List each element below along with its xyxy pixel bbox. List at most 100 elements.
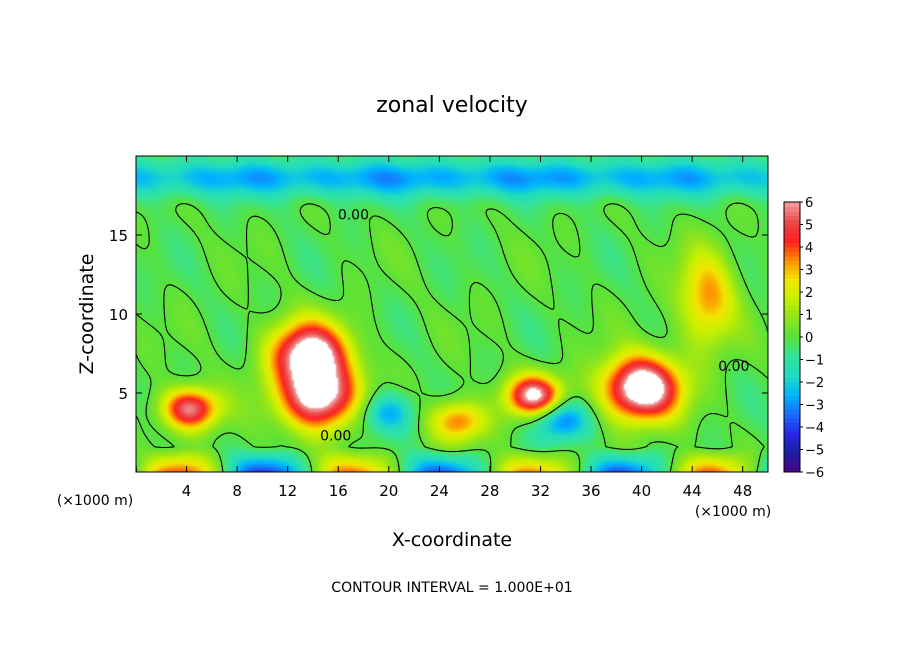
colorbar-segment: [784, 337, 800, 342]
colorbar-segment: [784, 449, 800, 455]
colorbar-tick-label: 1: [805, 309, 813, 324]
colorbar-tick-label: −5: [805, 444, 824, 459]
y-tick-label: 15: [109, 227, 128, 245]
colorbar-segment: [784, 355, 800, 360]
colorbar-tick-label: −2: [805, 376, 824, 391]
colorbar-segment: [784, 328, 800, 333]
contour-labels: 0.00 0.00 0.00: [320, 207, 749, 444]
colorbar-segment: [784, 364, 800, 369]
colorbar-segment: [784, 265, 800, 270]
colorbar-segment: [784, 233, 800, 239]
chart-title: zonal velocity: [376, 93, 528, 118]
x-tick-label: 48: [733, 482, 752, 500]
colorbar-segment: [784, 269, 800, 275]
x-unit-left: (×1000 m): [57, 493, 133, 509]
colorbar-segment: [784, 368, 800, 374]
colorbar-segment: [784, 350, 800, 356]
x-tick-label: 44: [683, 482, 702, 500]
x-tick-label: 16: [329, 482, 348, 500]
colorbar-segment: [784, 206, 800, 212]
y-tick-label: 10: [109, 306, 128, 324]
x-tick-label: 36: [581, 482, 600, 500]
colorbar-segment: [784, 436, 800, 441]
colorbar-segment: [784, 274, 800, 279]
colorbar-segment: [784, 296, 800, 302]
colorbar-segment: [784, 400, 800, 405]
colorbar-segment: [784, 445, 800, 450]
colorbar-segment: [784, 377, 800, 383]
colorbar-tick-label: −4: [805, 421, 824, 436]
colorbar-tick-label: −3: [805, 399, 824, 414]
colorbar-segment: [784, 413, 800, 419]
colorbar-tick-label: 6: [805, 196, 813, 211]
colorbar-segment: [784, 323, 800, 329]
x-tick-label: 28: [480, 482, 499, 500]
colorbar-segment: [784, 418, 800, 423]
colorbar-segment: [784, 278, 800, 284]
colorbar-segment: [784, 215, 800, 221]
x-axis-label: X-coordinate: [392, 529, 512, 551]
colorbar-segment: [784, 467, 800, 473]
colorbar-segment: [784, 440, 800, 446]
y-axis-label: Z-coordinate: [76, 254, 98, 375]
colorbar-segment: [784, 314, 800, 320]
colorbar-segment: [784, 391, 800, 396]
colorbar-segment: [784, 202, 800, 207]
colorbar-segment: [784, 373, 800, 378]
contour-label: 0.00: [718, 359, 749, 375]
colorbar-segment: [784, 404, 800, 410]
colorbar-segment: [784, 287, 800, 293]
colorbar-segment: [784, 247, 800, 252]
colorbar-segment: [784, 238, 800, 243]
colorbar-segment: [784, 260, 800, 266]
contour-interval-footer: CONTOUR INTERVAL = 1.000E+01: [331, 580, 572, 596]
colorbar-tick-label: 5: [805, 219, 813, 234]
colorbar-segment: [784, 305, 800, 311]
colorbar-segment: [784, 251, 800, 257]
colorbar-segment: [784, 458, 800, 464]
plot-area: 0.00 0.00 0.00: [135, 155, 769, 473]
colorbar-segment: [784, 386, 800, 392]
colorbar-segment: [784, 422, 800, 428]
colorbar-segment: [784, 332, 800, 338]
x-tick-label: 40: [632, 482, 651, 500]
colorbar-segment: [784, 283, 800, 288]
colorbar-segment: [784, 211, 800, 216]
colorbar-tick-label: −1: [805, 354, 824, 369]
colorbar-segment: [784, 463, 800, 468]
x-axis: 4 8 12 16 20 24 28 32 36 40 44 48: [182, 156, 752, 500]
colorbar-tick-label: 2: [805, 286, 813, 301]
x-unit-right: (×1000 m): [695, 504, 771, 520]
colorbar-tick-label: 4: [805, 241, 813, 256]
colorbar-segment: [784, 220, 800, 225]
colorbar-segment: [784, 229, 800, 234]
contour-label: 0.00: [338, 207, 369, 223]
y-axis: 5 10 15: [109, 227, 768, 403]
colorbar-segment: [784, 395, 800, 401]
colorbar: 6 5 4 3 2 1 0 −1 −2 −3 −4 −5 −6: [783, 196, 824, 481]
y-tick-label: 5: [118, 385, 128, 403]
colorbar-segment: [784, 427, 800, 432]
colorbar-tick-label: −6: [805, 466, 824, 481]
x-tick-label: 8: [232, 482, 242, 500]
colorbar-segment: [784, 382, 800, 387]
colorbar-segment: [784, 409, 800, 414]
colorbar-segment: [784, 242, 800, 248]
colorbar-segment: [784, 454, 800, 459]
colorbar-segment: [784, 359, 800, 365]
colorbar-segment: [784, 341, 800, 347]
x-tick-label: 20: [379, 482, 398, 500]
colorbar-segment: [784, 431, 800, 437]
colorbar-segment: [784, 224, 800, 230]
colorbar-segment: [784, 310, 800, 315]
colorbar-segment: [784, 292, 800, 297]
x-tick-label: 12: [278, 482, 297, 500]
colorbar-tick-label: 0: [805, 331, 813, 346]
colorbar-segment: [784, 319, 800, 324]
x-tick-label: 4: [182, 482, 192, 500]
colorbar-segment: [784, 256, 800, 261]
colorbar-tick-label: 3: [805, 264, 813, 279]
colorbar-segment: [784, 301, 800, 306]
x-tick-label: 32: [531, 482, 550, 500]
